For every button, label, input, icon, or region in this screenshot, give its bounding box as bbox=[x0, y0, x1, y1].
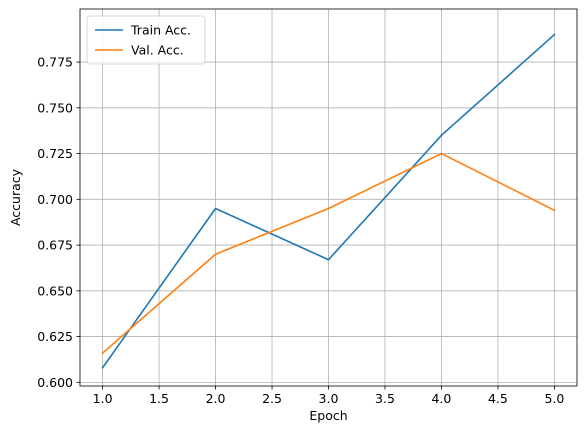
y-tick-label: 0.675 bbox=[37, 238, 73, 253]
series-line-2 bbox=[101, 152, 556, 355]
legend-box bbox=[86, 15, 206, 65]
y-tick-label: 0.750 bbox=[37, 100, 73, 115]
y-axis-title: Accuracy bbox=[8, 168, 23, 226]
x-tick-label: 1.5 bbox=[149, 391, 169, 406]
legend-label: Train Acc. bbox=[130, 23, 191, 38]
x-tick-label: 4.5 bbox=[488, 391, 508, 406]
x-tick-label: 3.0 bbox=[319, 391, 339, 406]
legend: Train Acc. Val. Acc. bbox=[86, 15, 206, 65]
legend-label: Val. Acc. bbox=[131, 43, 184, 58]
x-tick-label: 2.5 bbox=[262, 391, 282, 406]
y-axis-ticks: 0.600 0.625 0.650 0.675 0.700 0.725 0.750 0.775 bbox=[37, 55, 80, 390]
x-axis-ticks: 1.0 1.5 2.0 2.5 3.0 3.5 4.0 4.5 5.0 bbox=[93, 386, 564, 406]
x-tick-label: 2.0 bbox=[206, 391, 226, 406]
y-tick-label: 0.700 bbox=[37, 192, 73, 207]
y-tick-label: 0.625 bbox=[37, 329, 73, 344]
y-tick-label: 0.775 bbox=[37, 55, 73, 70]
series-lines bbox=[101, 33, 556, 369]
series-line-1 bbox=[101, 33, 556, 369]
y-tick-label: 0.725 bbox=[37, 146, 73, 161]
y-tick-label: 0.600 bbox=[37, 375, 73, 390]
x-tick-label: 4.0 bbox=[432, 391, 452, 406]
y-tick-label: 0.650 bbox=[37, 283, 73, 298]
x-axis-title: Epoch bbox=[309, 408, 347, 423]
x-tick-label: 5.0 bbox=[544, 391, 564, 406]
x-tick-label: 3.5 bbox=[375, 391, 395, 406]
x-tick-label: 1.0 bbox=[93, 391, 113, 406]
